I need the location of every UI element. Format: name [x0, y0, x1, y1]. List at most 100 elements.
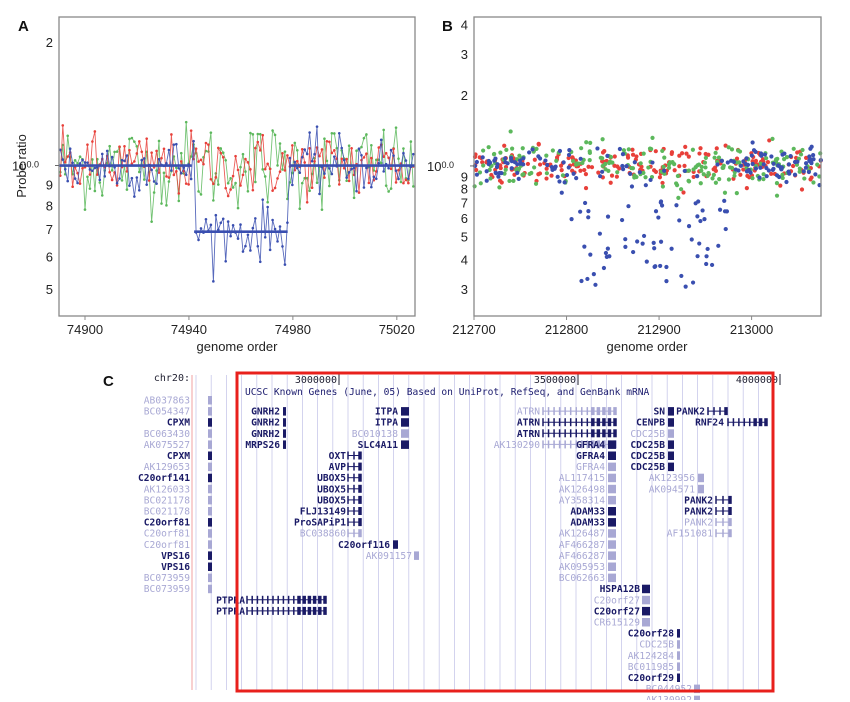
gene-exon	[353, 484, 355, 493]
data-point-blue	[750, 161, 755, 167]
data-point-blue	[192, 139, 195, 143]
data-point-green	[727, 165, 733, 170]
gene-exon	[347, 462, 349, 471]
panel-b-xtick-label: 212800	[545, 322, 588, 337]
data-point-blue	[557, 179, 562, 184]
data-point-green	[130, 136, 134, 140]
data-point-red	[133, 160, 136, 163]
gene-glyph	[642, 595, 650, 605]
gene-exon	[353, 473, 355, 482]
data-point-blue	[204, 217, 208, 221]
data-point-red	[765, 159, 771, 165]
gene-exon	[347, 507, 349, 515]
data-point-blue	[530, 147, 535, 152]
data-point-blue	[562, 180, 567, 185]
data-point-red	[566, 155, 571, 161]
data-point-blue	[352, 166, 356, 170]
data-point-blue	[387, 166, 390, 170]
data-point-red	[377, 146, 381, 149]
gene-exon	[602, 407, 606, 416]
data-point-blue	[308, 131, 311, 134]
data-point-blue	[700, 208, 705, 213]
gene-glyph	[608, 451, 616, 460]
data-point-blue	[128, 184, 131, 187]
data-point-red	[652, 168, 657, 173]
gene-label: AY358314	[559, 495, 605, 506]
data-point-red	[239, 184, 242, 187]
data-point-green	[511, 178, 516, 183]
data-point-red	[578, 168, 583, 173]
data-point-green	[281, 168, 284, 171]
gene-glyph	[608, 540, 616, 549]
data-point-blue	[811, 153, 816, 158]
gene-exon	[558, 418, 561, 427]
data-point-green	[584, 140, 589, 145]
data-point-blue	[690, 280, 696, 285]
gene-glyph	[208, 507, 212, 516]
data-point-blue	[73, 177, 77, 180]
data-point-green	[554, 158, 559, 163]
data-point-blue	[620, 152, 626, 157]
data-point-green	[256, 132, 260, 136]
data-point-red	[333, 149, 336, 152]
panel-b-ytick-label: 4	[461, 17, 468, 32]
data-point-green	[394, 126, 398, 129]
data-point-blue	[803, 161, 809, 166]
gene-label: CPXM	[167, 418, 190, 429]
gene-glyph	[677, 673, 680, 682]
data-point-green	[389, 187, 393, 190]
panel-a-ytick-label: 9	[46, 177, 53, 192]
gene-exon	[287, 606, 290, 615]
gene-exon	[353, 495, 355, 504]
data-point-green	[734, 191, 739, 196]
data-point-blue	[603, 250, 609, 256]
data-point-blue	[643, 183, 648, 188]
data-point-blue	[574, 175, 579, 181]
data-point-blue	[669, 246, 674, 251]
data-point-red	[291, 144, 294, 147]
data-point-green	[167, 180, 171, 183]
data-point-blue	[209, 223, 213, 227]
data-point-red	[357, 191, 361, 194]
data-point-green	[711, 172, 716, 177]
data-point-red	[261, 133, 265, 137]
data-point-green	[544, 153, 549, 158]
gene-glyph	[208, 462, 212, 472]
data-point-blue	[517, 158, 523, 163]
data-point-blue	[801, 169, 806, 174]
data-point-red	[110, 178, 114, 182]
data-point-blue	[516, 176, 521, 181]
data-point-blue	[412, 152, 415, 156]
data-point-green	[726, 145, 731, 150]
gene-label: AK094571	[649, 484, 695, 495]
data-point-green	[165, 204, 168, 207]
gene-exon	[358, 529, 362, 538]
data-point-red	[305, 200, 309, 204]
data-point-blue	[653, 209, 659, 214]
data-point-green	[712, 155, 717, 160]
data-point-red	[91, 140, 94, 143]
data-point-red	[350, 146, 353, 150]
data-point-red	[397, 168, 400, 172]
gene-exon	[323, 595, 327, 604]
data-point-blue	[212, 280, 215, 283]
gene-exon	[564, 440, 566, 449]
data-point-blue	[552, 166, 557, 171]
data-point-blue	[100, 152, 104, 156]
gene-label: ATRN	[517, 429, 540, 440]
data-point-green	[384, 184, 388, 187]
data-point-blue	[182, 166, 186, 169]
data-point-green	[254, 180, 257, 184]
data-point-green	[231, 186, 235, 189]
data-point-green	[189, 155, 193, 158]
gene-glyph	[668, 462, 674, 472]
data-point-blue	[362, 186, 366, 189]
data-point-red	[639, 164, 644, 169]
gene-glyph	[208, 429, 212, 438]
data-point-green	[580, 160, 585, 166]
gene-label: GFRA4	[576, 462, 605, 473]
data-point-green	[399, 180, 403, 184]
data-point-blue	[652, 246, 657, 251]
data-point-blue	[271, 218, 274, 222]
